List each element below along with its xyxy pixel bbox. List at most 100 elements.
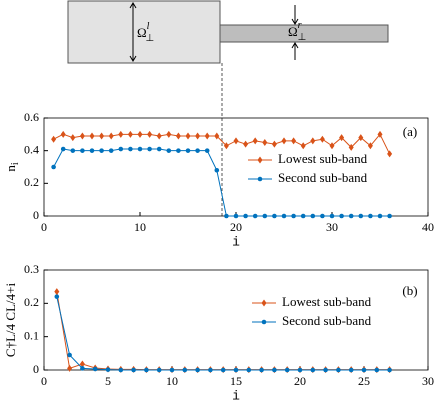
marker [118, 146, 124, 152]
marker [300, 142, 306, 150]
marker [108, 132, 114, 140]
marker [387, 367, 392, 373]
symbol: Ω [288, 24, 298, 39]
marker [272, 213, 277, 219]
marker [166, 148, 172, 153]
marker [118, 367, 124, 373]
marker [281, 213, 287, 219]
marker [367, 142, 373, 150]
legend-marker [257, 176, 263, 182]
marker [233, 213, 239, 219]
legend-label: Lowest sub-band [278, 151, 368, 166]
marker [281, 137, 287, 145]
x-axis-label: i [232, 388, 240, 403]
marker [348, 213, 354, 219]
marker [147, 146, 152, 152]
y-tick-label: 0.2 [24, 175, 39, 189]
marker [323, 367, 328, 373]
y-label-sub: i [10, 162, 21, 165]
marker [156, 146, 162, 152]
y-tick-label: 0 [33, 208, 39, 222]
marker [92, 366, 98, 372]
y-label-main: C†L/4 CL/4+i [3, 283, 18, 358]
x-tick-label: 0 [41, 374, 47, 388]
x-tick-label: 0 [41, 220, 47, 234]
marker [108, 148, 114, 153]
marker [89, 148, 95, 153]
marker [175, 132, 181, 140]
marker [339, 213, 344, 219]
marker [329, 213, 335, 219]
marker [319, 135, 325, 143]
marker [204, 148, 210, 153]
sup: r [298, 20, 302, 31]
marker [137, 146, 143, 152]
marker [284, 367, 290, 373]
marker [80, 366, 85, 371]
marker [224, 213, 229, 219]
legend-label: Second sub-band [278, 170, 368, 185]
marker [348, 143, 354, 151]
marker [339, 134, 345, 142]
marker [185, 148, 191, 153]
marker [387, 150, 393, 158]
marker [195, 148, 200, 153]
marker [54, 288, 60, 296]
right-lead [219, 24, 389, 43]
y-tick-label: 0.6 [24, 110, 39, 124]
marker [204, 132, 210, 140]
marker [80, 148, 85, 153]
x-tick-label: 20 [294, 374, 306, 388]
marker [272, 367, 277, 373]
marker [220, 367, 226, 373]
marker [105, 367, 111, 372]
x-tick-label: 30 [326, 220, 338, 234]
marker [99, 132, 105, 140]
sup: l [147, 21, 150, 32]
marker [368, 213, 373, 219]
y-tick-label: 0.4 [24, 142, 39, 156]
marker [233, 367, 239, 373]
left-label: Ωl ⊥ [137, 21, 154, 44]
legend-label: Second sub-band [282, 313, 372, 328]
marker [51, 135, 57, 143]
x-tick-label: 25 [358, 374, 370, 388]
marker [60, 146, 66, 152]
marker [291, 137, 297, 145]
marker [79, 360, 85, 368]
marker [67, 364, 73, 372]
x-tick-label: 5 [105, 374, 111, 388]
marker [243, 140, 249, 148]
right-label: Ωr ⊥ [288, 20, 306, 43]
marker [233, 137, 239, 145]
marker [195, 367, 200, 373]
marker [329, 142, 335, 150]
marker [144, 367, 149, 373]
marker [310, 367, 316, 373]
marker [310, 137, 316, 145]
y-tick-label: 0.3 [24, 262, 39, 276]
marker [60, 130, 66, 138]
sub: ⊥ [298, 32, 307, 43]
marker [169, 367, 175, 373]
marker [131, 367, 136, 373]
x-tick-label: 10 [166, 374, 178, 388]
marker [137, 130, 143, 138]
panel-label: (a) [403, 124, 417, 139]
marker [195, 132, 201, 140]
x-tick-label: 40 [422, 220, 434, 234]
marker [214, 167, 220, 173]
marker [99, 148, 104, 153]
marker [291, 213, 296, 219]
marker [128, 146, 133, 152]
legend-marker [261, 299, 267, 307]
marker [374, 367, 380, 373]
marker [262, 213, 268, 219]
marker [79, 132, 85, 140]
marker [166, 130, 172, 138]
legend-marker [261, 319, 267, 325]
marker [208, 367, 213, 373]
marker [358, 213, 364, 219]
marker [246, 367, 252, 373]
marker [252, 213, 258, 219]
